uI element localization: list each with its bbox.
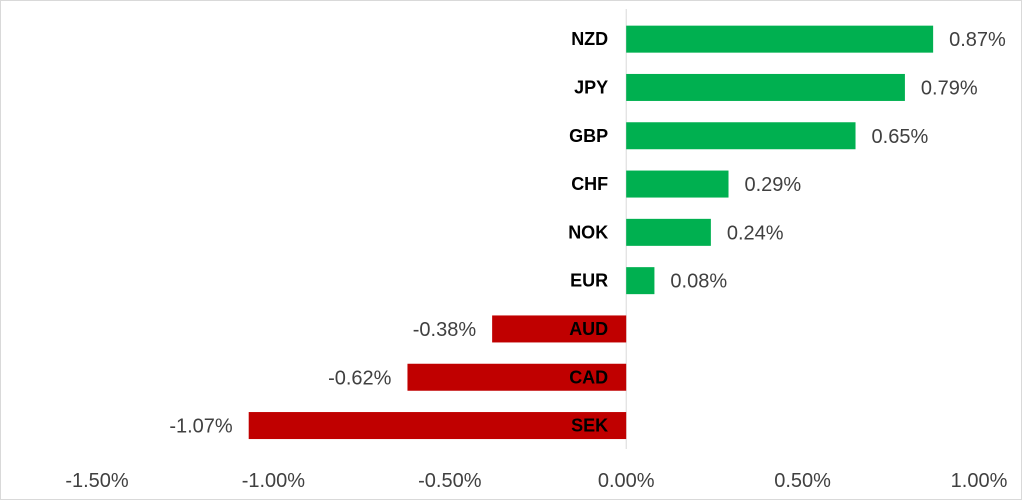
category-label-sek: SEK (571, 416, 608, 436)
category-label-aud: AUD (569, 319, 608, 339)
data-label-jpy: 0.79% (921, 77, 978, 99)
category-label-chf: CHF (571, 174, 608, 194)
data-label-nzd: 0.87% (949, 29, 1006, 51)
category-label-gbp: GBP (569, 126, 608, 146)
bar-aud (492, 315, 627, 343)
category-label-jpy: JPY (574, 77, 608, 97)
data-label-cad: -0.62% (328, 367, 392, 389)
bar-gbp (626, 122, 856, 150)
bar-sek (248, 412, 627, 440)
bar-eur (626, 267, 655, 295)
data-label-sek: -1.07% (169, 416, 233, 438)
x-tick-label: -1.00% (242, 470, 306, 492)
x-tick-label: 0.00% (598, 470, 655, 492)
bar-chf (626, 170, 729, 198)
data-label-nok: 0.24% (727, 222, 784, 244)
bar-nzd (626, 25, 934, 53)
data-label-eur: 0.08% (670, 271, 727, 293)
data-label-aud: -0.38% (413, 319, 477, 341)
category-label-nzd: NZD (571, 29, 608, 49)
bar-nok (626, 218, 711, 246)
data-label-gbp: 0.65% (872, 126, 929, 148)
x-tick-label: 0.50% (774, 470, 831, 492)
x-tick-label: -1.50% (65, 470, 129, 492)
category-label-nok: NOK (568, 222, 608, 242)
data-label-chf: 0.29% (745, 174, 802, 196)
x-tick-label: 1.00% (951, 470, 1008, 492)
bar-cad (407, 363, 627, 391)
category-label-cad: CAD (569, 367, 608, 387)
category-label-eur: EUR (570, 271, 608, 291)
x-tick-label: -0.50% (418, 470, 482, 492)
bar-jpy (626, 73, 905, 101)
